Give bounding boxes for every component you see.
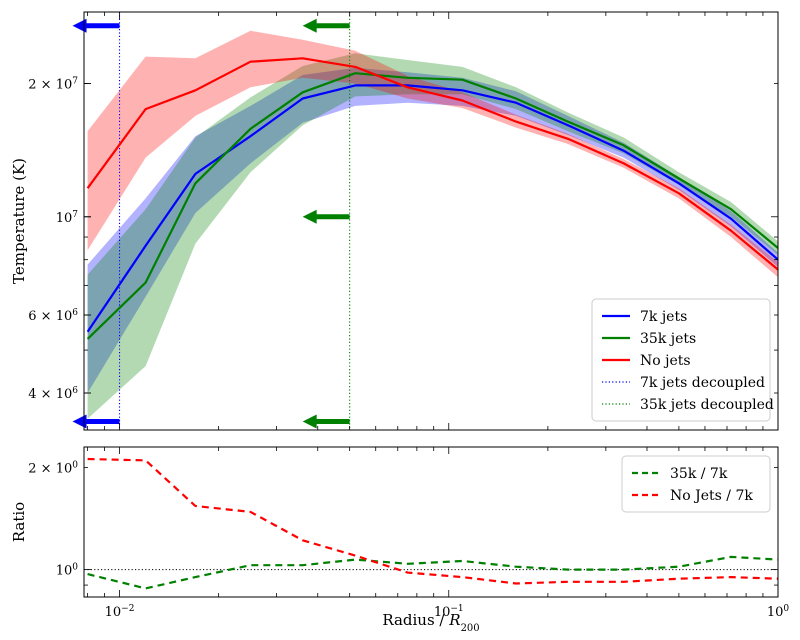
y-tick-label: 2 × 107 (28, 76, 78, 92)
y-tick-label: 4 × 106 (28, 386, 78, 402)
legend-label: 35k / 7k (670, 466, 728, 482)
y-tick-label-exponent: 7 (72, 76, 78, 86)
x-tick-label-base: 10 (434, 605, 451, 620)
legend: 35k / 7k No Jets / 7k (621, 455, 771, 513)
arrow-head (302, 414, 317, 429)
legend-label: 35k jets decoupled (640, 397, 774, 413)
decoupled-arrow (72, 18, 120, 33)
x-axis-title-text: Radius / (382, 611, 449, 629)
ratio-line-35k-7k (87, 555, 778, 590)
y-tick-label-base: 6 × 10 (28, 309, 72, 324)
y-tick-label: 2 × 100 (28, 461, 78, 477)
band-35k-jets (87, 53, 778, 419)
legend-box (591, 298, 771, 422)
legend: 7k jets 35k jets No jets 7k jets decoupled 3… (591, 298, 774, 422)
x-axis-title-subscript: 200 (461, 623, 480, 634)
y-tick-label-base: 2 × 10 (28, 462, 72, 477)
series-line-no-jets (86, 57, 778, 271)
arrow-head (302, 18, 317, 33)
decoupled-arrow (302, 209, 350, 224)
y-tick-label-base: 10 (56, 211, 73, 226)
x-tick-label: 10−2 (105, 604, 135, 620)
axes-frame (83, 11, 779, 431)
arrow-head (72, 414, 87, 429)
band-7k-jets (87, 67, 778, 393)
y-tick-label-exponent: 0 (72, 563, 78, 573)
y-tick-label-exponent: 6 (72, 386, 78, 396)
x-tick-label-exponent: −2 (121, 604, 134, 614)
x-axis-title-symbol: R (448, 611, 460, 629)
series-line-7k-jets (86, 84, 778, 333)
y-tick-label-base: 2 × 10 (28, 77, 72, 92)
decoupled-arrow (302, 18, 350, 33)
x-tick-label-base: 10 (105, 605, 122, 620)
ratio-line-no-jets-7k (87, 457, 778, 585)
y-tick-label-exponent: 6 (72, 308, 78, 318)
y-tick-label-exponent: 7 (72, 210, 78, 220)
x-tick-label: 100 (767, 604, 790, 620)
x-tick-label-exponent: 0 (783, 604, 789, 614)
y-tick-label-base: 4 × 10 (28, 387, 72, 402)
plot-area (86, 12, 778, 430)
x-axis-title: Radius / R200 (382, 611, 479, 634)
y-axis-title: Ratio (10, 502, 28, 542)
y-tick-label: 6 × 106 (28, 308, 78, 324)
series-line-35k-jets (86, 72, 778, 340)
legend-label: 7k jets decoupled (640, 375, 765, 391)
plot-area (84, 457, 778, 590)
x-tick-label-exponent: −1 (450, 604, 463, 614)
legend-label: 7k jets (640, 309, 687, 325)
legend-box (621, 455, 771, 513)
arrow-head (72, 18, 87, 33)
arrow-head (302, 209, 317, 224)
x-tick-label: 10−1 (434, 604, 464, 620)
y-axis-title: Temperature (K) (10, 158, 28, 284)
decoupled-arrow (72, 414, 120, 429)
y-tick-label: 107 (56, 210, 79, 226)
legend-label: No jets (640, 353, 691, 369)
x-tick-label-base: 10 (767, 605, 784, 620)
y-tick-label-exponent: 0 (72, 461, 78, 471)
y-tick-label: 100 (56, 563, 79, 579)
decoupled-arrow (302, 414, 350, 429)
y-tick-label-base: 10 (56, 564, 73, 579)
axes-frame (83, 446, 779, 598)
legend-label: 35k jets (640, 331, 696, 347)
legend-label: No Jets / 7k (670, 488, 753, 504)
